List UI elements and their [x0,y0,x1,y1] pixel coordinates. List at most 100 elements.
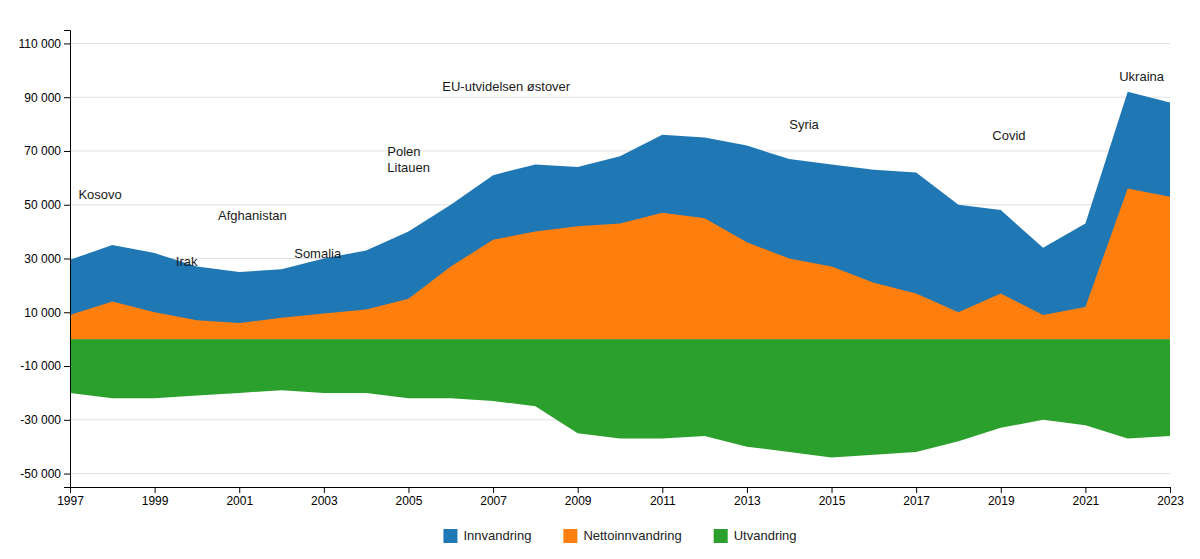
y-tick: 50 000 [24,198,70,212]
annotation: Covid [992,128,1025,143]
x-tick-label: 2023 [1157,494,1184,508]
grid-line [70,43,1170,44]
legend-swatch [563,529,577,543]
annotation: Syria [789,117,819,132]
y-tick-label: 90 000 [24,91,61,105]
annotation-line: Covid [992,128,1025,143]
x-tick: 2017 [903,487,930,508]
annotation: Irak [176,254,198,269]
y-tick-label: -30 000 [20,413,61,427]
grid [70,43,1170,473]
x-tick-label: 2011 [650,494,676,508]
x-tick-label: 2021 [1073,494,1100,508]
x-tick-mark [324,487,325,493]
y-tick-label: -10 000 [20,359,61,373]
x-tick: 2011 [650,487,676,508]
legend-swatch [714,529,728,543]
x-tick-mark [832,487,833,493]
x-tick-mark [239,487,240,493]
x-tick-mark [662,487,663,493]
annotation: Ukraina [1119,69,1165,84]
legend-label: Nettoinnvandring [583,528,681,543]
y-tick-mark [64,474,70,475]
y-tick-mark [64,420,70,421]
y-tick: -30 000 [20,413,70,427]
x-tick: 1999 [142,487,169,508]
x-axis: 1997199920012003200520072009201120132015… [57,487,1184,508]
grid-line [70,150,1170,151]
x-tick-label: 2001 [226,494,253,508]
y-tick-label: 30 000 [24,252,61,266]
x-tick: 1997 [57,487,84,508]
chart-svg: 1997199920012003200520072009201120132015… [0,0,1200,559]
annotation-line: Somalia [294,246,342,261]
x-tick-mark [1085,487,1086,493]
x-tick-label: 2005 [396,494,423,508]
x-tick-label: 2003 [311,494,338,508]
y-tick-label: 10 000 [24,306,61,320]
legend-item: Innvandring [443,528,531,543]
y-tick: 70 000 [24,144,70,158]
x-axis-line [71,488,1171,494]
x-tick-mark [493,487,494,493]
annotation-line: EU-utvidelsen østover [442,79,571,94]
x-tick-mark [155,487,156,493]
x-tick: 2019 [988,487,1015,508]
annotation: Kosovo [78,187,121,202]
grid-line [70,473,1170,474]
x-tick-mark [578,487,579,493]
legend: Innvandring Nettoinnvandring Utvandring [443,528,796,543]
legend-label: Innvandring [463,528,531,543]
y-tick-mark [64,205,70,206]
y-tick: -10 000 [20,359,70,373]
x-tick-label: 2013 [734,494,761,508]
legend-swatch [443,529,457,543]
chart-container: 1997199920012003200520072009201120132015… [0,0,1200,559]
y-tick-mark [64,366,70,367]
x-tick: 2021 [1073,487,1100,508]
y-tick-label: -50 000 [20,467,61,481]
areas [70,92,1170,458]
annotation: Afghanistan [218,208,287,223]
x-tick: 2013 [734,487,761,508]
grid-line [70,97,1170,98]
annotation-line: Polen [387,144,420,159]
plot: 1997199920012003200520072009201120132015… [19,31,1185,508]
y-tick-mark [64,97,70,98]
y-tick-mark [64,312,70,313]
y-tick: 30 000 [24,252,70,266]
legend-label: Utvandring [734,528,797,543]
x-tick: 2007 [480,487,507,508]
area [70,92,1170,339]
area [70,189,1170,340]
y-axis: -50 000 -30 000 -10 000 10 000 30 000 50 000 7… [19,31,71,488]
x-tick: 2009 [565,487,592,508]
legend-item: Utvandring [714,528,797,543]
annotation-line: Irak [176,254,198,269]
x-tick-label: 1997 [57,494,84,508]
x-tick-mark [1170,487,1171,493]
annotation-line: Litauen [387,160,430,175]
x-tick: 2001 [226,487,253,508]
y-tick-mark [64,151,70,152]
x-tick-label: 2017 [903,494,930,508]
y-tick-label: 70 000 [24,144,61,158]
annotation: Somalia [294,246,342,261]
y-tick: 90 000 [24,91,70,105]
annotation: PolenLitauen [387,144,430,175]
legend-item: Nettoinnvandring [563,528,681,543]
y-tick-mark [64,43,70,44]
annotation-line: Syria [789,117,819,132]
y-tick-label: 50 000 [24,198,61,212]
area [70,339,1170,457]
x-tick-label: 1999 [142,494,169,508]
annotation-line: Kosovo [78,187,121,202]
annotation-line: Afghanistan [218,208,287,223]
x-tick-label: 2019 [988,494,1015,508]
annotations: Kosovo Irak Afghanistan Somalia PolenLitauen… [78,69,1164,269]
x-tick-mark [916,487,917,493]
x-tick-mark [747,487,748,493]
x-tick: 2003 [311,487,338,508]
x-tick-mark [408,487,409,493]
x-tick-mark [1001,487,1002,493]
